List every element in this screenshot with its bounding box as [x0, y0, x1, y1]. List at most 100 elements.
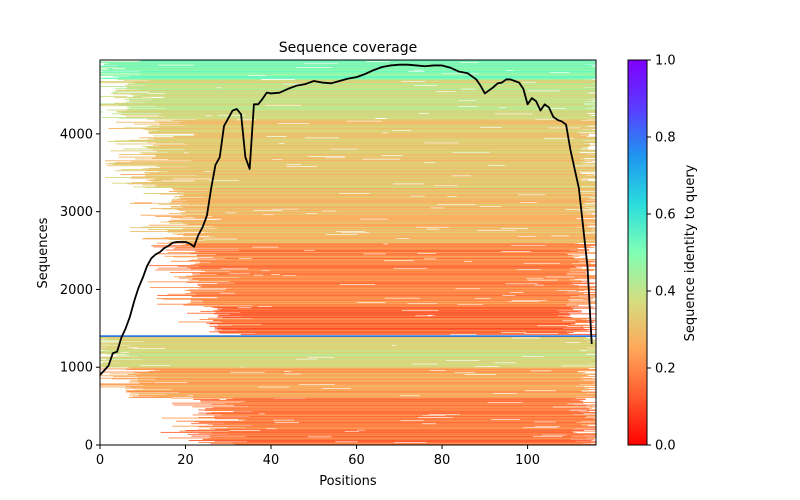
- heatmap-row-segment: [180, 197, 591, 199]
- heatmap-row-segment: [147, 229, 596, 230]
- heatmap-row-segment: [178, 277, 579, 279]
- heatmap-gap: [407, 303, 438, 305]
- heatmap-row-segment: [113, 75, 596, 77]
- heatmap-gap: [282, 275, 297, 277]
- heatmap-row-segment: [198, 417, 585, 418]
- heatmap-row-segment: [220, 219, 596, 221]
- colorbar-tick-label: 0.6: [655, 208, 676, 223]
- heatmap-row-segment: [182, 234, 596, 236]
- heatmap-row-segment: [141, 60, 592, 62]
- heatmap-gap: [501, 250, 531, 252]
- heatmap-row-segment: [205, 271, 587, 273]
- heatmap-row-segment: [130, 227, 596, 229]
- heatmap-row-segment: [238, 418, 596, 420]
- heatmap-row-segment: [152, 382, 596, 384]
- heatmap-gap: [532, 435, 563, 437]
- heatmap-row-segment: [171, 201, 596, 202]
- heatmap-row-segment: [137, 356, 596, 357]
- colorbar-tick-label: 0.2: [655, 362, 676, 377]
- heatmap-gap: [140, 364, 170, 366]
- heatmap-gap: [120, 351, 130, 353]
- heatmap-row-segment: [200, 400, 580, 402]
- heatmap-gap: [286, 165, 317, 167]
- heatmap-gap: [500, 227, 529, 229]
- heatmap-gap: [545, 276, 575, 278]
- heatmap-row-segment: [147, 146, 583, 148]
- heatmap-row-segment: [100, 363, 589, 365]
- heatmap-row-segment: [185, 215, 596, 217]
- heatmap-row-segment: [252, 410, 590, 412]
- heatmap-row-segment: [125, 390, 582, 392]
- heatmap-row-segment: [190, 291, 596, 293]
- heatmap-row-segment: [100, 347, 596, 349]
- heatmap-row-segment: [203, 305, 575, 307]
- heatmap-row-segment: [190, 291, 579, 293]
- heatmap-row-segment: [169, 212, 588, 214]
- heatmap-row-segment: [187, 303, 596, 305]
- heatmap-row-segment: [209, 331, 567, 333]
- heatmap-row-segment: [222, 308, 573, 310]
- heatmap-row-segment: [217, 307, 596, 309]
- heatmap-row-segment: [100, 375, 589, 377]
- heatmap-gap: [278, 142, 285, 144]
- heatmap-row-segment: [105, 163, 596, 165]
- heatmap-gap: [219, 292, 235, 294]
- heatmap-gap: [151, 97, 165, 99]
- heatmap-row-segment: [148, 138, 596, 140]
- heatmap-gap: [265, 104, 302, 106]
- heatmap-gap: [415, 315, 432, 317]
- heatmap-gap: [230, 371, 265, 373]
- heatmap-row-segment: [225, 257, 575, 259]
- heatmap-row-segment: [213, 407, 587, 408]
- heatmap-gap: [154, 382, 188, 384]
- heatmap-row-segment: [169, 191, 596, 193]
- heatmap-row-segment: [238, 250, 590, 252]
- heatmap-gap: [505, 283, 538, 285]
- heatmap-row-segment: [154, 154, 596, 156]
- heatmap-row-segment: [128, 367, 596, 369]
- heatmap-row-segment: [153, 179, 580, 180]
- heatmap-gap: [423, 258, 437, 260]
- y-tick-label: 3000: [60, 205, 93, 220]
- heatmap-gap: [172, 178, 211, 180]
- heatmap-row-segment: [214, 415, 587, 417]
- heatmap-row-segment: [198, 433, 596, 435]
- heatmap-gap: [520, 201, 537, 203]
- heatmap-gap: [259, 413, 265, 415]
- heatmap-row-segment: [146, 141, 596, 143]
- heatmap-row-segment: [117, 112, 596, 114]
- heatmap-row-segment: [190, 268, 571, 270]
- heatmap-gap: [511, 244, 546, 246]
- heatmap-row-segment: [137, 380, 596, 382]
- heatmap-row-segment: [154, 185, 581, 187]
- heatmap-row-segment: [118, 156, 596, 158]
- heatmap-gap: [381, 154, 403, 156]
- heatmap-row-segment: [188, 289, 596, 291]
- heatmap-row-segment: [183, 235, 596, 237]
- heatmap-row-segment: [195, 250, 578, 252]
- heatmap-row-segment: [201, 270, 595, 272]
- heatmap-row-segment: [100, 339, 594, 341]
- heatmap-row-segment: [100, 336, 588, 338]
- heatmap-row-segment: [110, 150, 596, 152]
- heatmap-row-segment: [212, 257, 573, 258]
- heatmap-gap: [488, 164, 506, 166]
- heatmap-gap: [238, 257, 252, 259]
- heatmap-row-segment: [100, 103, 596, 105]
- heatmap-row-segment: [131, 182, 595, 184]
- heatmap-gap: [516, 268, 541, 270]
- heatmap-gap: [454, 372, 476, 374]
- heatmap-gap: [253, 274, 264, 276]
- heatmap-row-segment: [198, 409, 596, 411]
- heatmap-row-segment: [101, 362, 596, 364]
- heatmap-gap: [464, 260, 472, 262]
- heatmap-gap: [413, 69, 423, 71]
- heatmap-row-segment: [100, 364, 596, 366]
- heatmap-row-segment: [261, 323, 571, 325]
- heatmap-row-segment: [112, 182, 596, 184]
- heatmap-gap: [304, 249, 315, 251]
- heatmap-row-segment: [185, 244, 596, 245]
- heatmap-gap: [487, 402, 523, 403]
- heatmap-row-segment: [129, 107, 593, 109]
- heatmap-row-segment: [186, 281, 572, 283]
